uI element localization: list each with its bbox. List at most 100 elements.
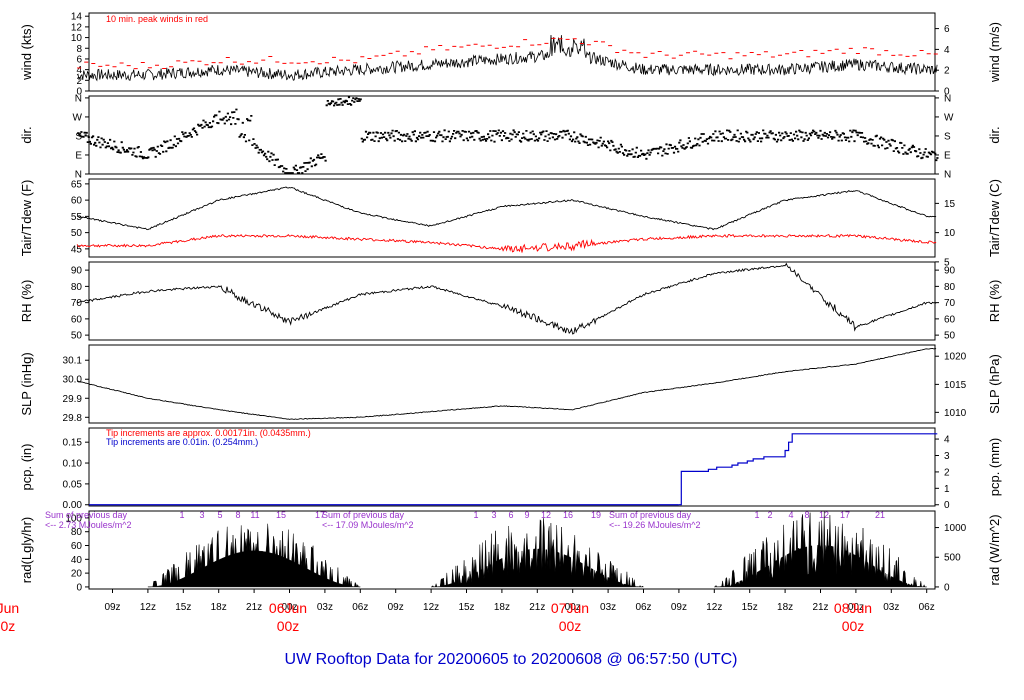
x-tick-label: 00z bbox=[281, 602, 297, 613]
panel-frame-wind bbox=[88, 12, 936, 92]
axis-label-right-pcp: pcp. (mm) bbox=[987, 438, 1002, 497]
right-tick-label: S bbox=[944, 131, 951, 142]
date-label-hour: 00z bbox=[0, 618, 15, 634]
right-tick-label: W bbox=[944, 112, 954, 123]
panel-frame-temp bbox=[88, 178, 936, 258]
solar-hour-mark: 19 bbox=[591, 510, 601, 520]
left-tick-label: 65 bbox=[71, 179, 83, 190]
air-temperature-line bbox=[76, 186, 937, 231]
x-tick-label: 09z bbox=[388, 602, 404, 613]
left-tick-label: 55 bbox=[71, 212, 83, 223]
solar-hour-mark: 2 bbox=[767, 510, 772, 520]
panel-frame-pcp bbox=[88, 427, 936, 507]
x-tick-label: 18z bbox=[494, 602, 510, 613]
x-tick-label: 06z bbox=[635, 602, 651, 613]
dewpoint-line bbox=[76, 234, 937, 253]
axis-label-left-rad: rad(Lgly/hr) bbox=[19, 517, 34, 583]
solar-sum-note-line1: Sum of previous day bbox=[609, 510, 692, 520]
right-tick-label: 1020 bbox=[944, 352, 967, 363]
x-tick-label: 06z bbox=[919, 602, 935, 613]
right-tick-label: 80 bbox=[944, 282, 956, 293]
right-tick-label: 1 bbox=[944, 484, 950, 495]
solar-hour-mark: 1 bbox=[179, 510, 184, 520]
x-tick-label: 21z bbox=[246, 602, 262, 613]
right-tick-label: E bbox=[944, 150, 951, 161]
date-label-day: 07Jun bbox=[551, 600, 589, 616]
left-tick-label: 0.10 bbox=[63, 459, 83, 470]
precip-accumulation-line bbox=[678, 433, 938, 506]
right-tick-label: 1000 bbox=[944, 523, 967, 534]
axis-label-left-temp: Tair/Tdew (F) bbox=[19, 180, 34, 257]
left-tick-label: 6 bbox=[76, 54, 82, 65]
date-label-day: 06Jun bbox=[269, 600, 307, 616]
left-tick-label: 0 bbox=[76, 582, 82, 593]
solar-hour-mark: 15 bbox=[276, 510, 286, 520]
left-tick-label: 30.1 bbox=[63, 356, 83, 367]
left-tick-label: 80 bbox=[71, 282, 83, 293]
right-tick-label: 500 bbox=[944, 553, 961, 564]
right-tick-label: 5 bbox=[944, 257, 950, 268]
left-tick-label: 4 bbox=[76, 65, 82, 76]
panel-frame-dir bbox=[88, 95, 936, 175]
x-tick-label: 00z bbox=[565, 602, 581, 613]
right-tick-label: N bbox=[944, 93, 951, 104]
axis-label-right-rh: RH (%) bbox=[987, 280, 1002, 323]
solar-hour-mark: 17 bbox=[315, 510, 325, 520]
left-tick-label: 30.0 bbox=[63, 375, 83, 386]
left-tick-label: 100 bbox=[65, 513, 82, 524]
right-tick-label: 4 bbox=[944, 45, 950, 56]
x-tick-label: 03z bbox=[317, 602, 333, 613]
right-tick-label: 0 bbox=[944, 500, 950, 511]
right-tick-label: 50 bbox=[944, 331, 956, 342]
axis-label-left-dir: dir. bbox=[19, 126, 34, 143]
x-tick-label: 18z bbox=[211, 602, 227, 613]
wind-note: 10 min. peak winds in red bbox=[106, 14, 208, 24]
wind-speed-line bbox=[76, 34, 938, 82]
left-tick-label: 20 bbox=[71, 569, 83, 580]
left-tick-label: 2 bbox=[76, 76, 82, 87]
right-tick-label: 2 bbox=[944, 66, 950, 77]
solar-hour-mark: 3 bbox=[199, 510, 204, 520]
solar-radiation-area bbox=[147, 523, 361, 588]
left-tick-label: N bbox=[75, 93, 82, 104]
solar-hour-mark: 5 bbox=[217, 510, 222, 520]
wind-peak-marks bbox=[77, 37, 938, 70]
right-tick-label: 6 bbox=[944, 24, 950, 35]
x-tick-label: 12z bbox=[423, 602, 439, 613]
axis-label-right-rad: rad (W/m^2) bbox=[987, 514, 1002, 585]
solar-radiation-area bbox=[714, 511, 927, 588]
x-tick-label: 12z bbox=[140, 602, 156, 613]
solar-hour-mark: 9 bbox=[524, 510, 529, 520]
x-tick-label: 21z bbox=[812, 602, 828, 613]
solar-hour-mark: 1 bbox=[754, 510, 759, 520]
left-tick-label: 70 bbox=[71, 298, 83, 309]
right-tick-label: 60 bbox=[944, 314, 956, 325]
left-tick-label: E bbox=[75, 150, 82, 161]
solar-radiation-area bbox=[431, 518, 644, 588]
date-label-hour: 00z bbox=[842, 618, 865, 634]
left-tick-label: 50 bbox=[71, 331, 83, 342]
axis-label-right-slp: SLP (hPa) bbox=[987, 354, 1002, 414]
left-tick-label: 90 bbox=[71, 266, 83, 277]
solar-hour-mark: 4 bbox=[788, 510, 793, 520]
solar-hour-mark: 11 bbox=[250, 510, 259, 520]
panel-frame-rh bbox=[88, 261, 936, 341]
date-label-hour: 00z bbox=[277, 618, 300, 634]
date-label-hour: 00z bbox=[559, 618, 582, 634]
axis-label-right-dir: dir. bbox=[987, 126, 1002, 143]
left-tick-label: 60 bbox=[71, 541, 83, 552]
left-tick-label: 29.8 bbox=[63, 413, 83, 424]
solar-hour-mark: 12 bbox=[541, 510, 551, 520]
left-tick-label: 0.00 bbox=[63, 500, 83, 511]
solar-sum-note-line2: <-- 19.26 MJoules/m^2 bbox=[609, 520, 701, 530]
chart-title: UW Rooftop Data for 20200605 to 20200608… bbox=[285, 651, 738, 668]
x-tick-label: 03z bbox=[600, 602, 616, 613]
left-tick-label: 8 bbox=[76, 44, 82, 55]
left-tick-label: W bbox=[73, 112, 83, 123]
right-tick-label: N bbox=[944, 170, 951, 181]
x-tick-label: 06z bbox=[352, 602, 368, 613]
right-tick-label: 1015 bbox=[944, 380, 967, 391]
date-label-day: 5Jun bbox=[0, 600, 19, 616]
x-tick-label: 12z bbox=[706, 602, 722, 613]
